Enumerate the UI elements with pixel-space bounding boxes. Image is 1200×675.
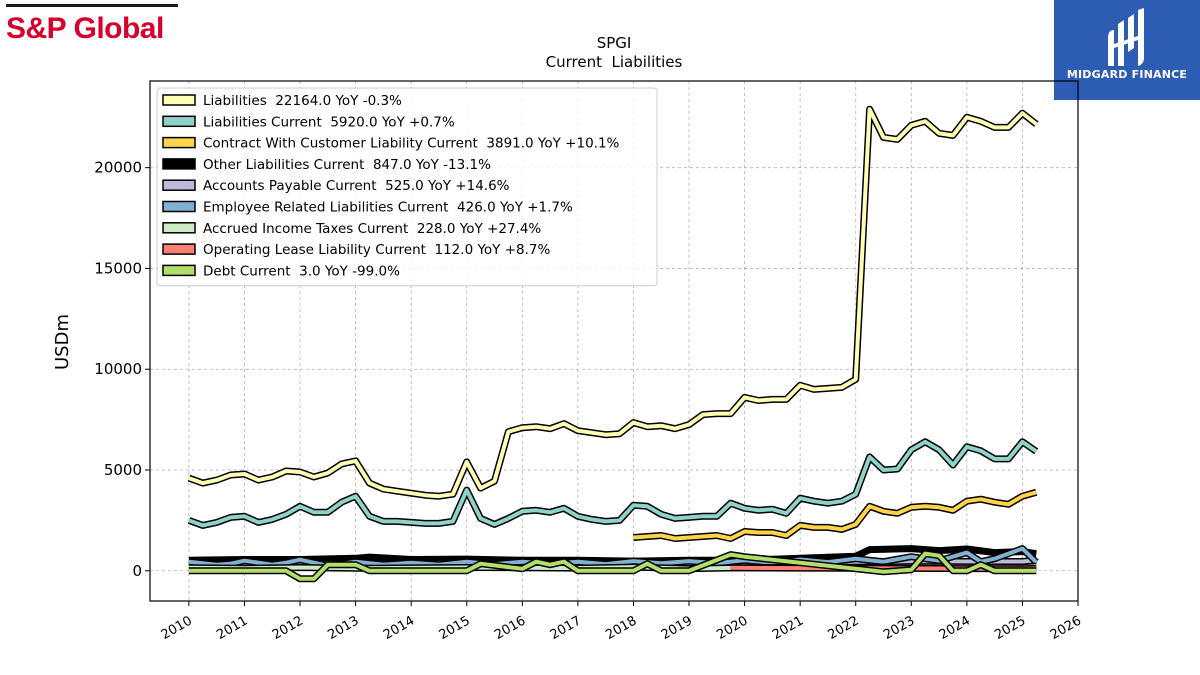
legend-item: Contract With Customer Liability Current… xyxy=(162,136,620,152)
x-tick-label: 2015 xyxy=(437,613,473,643)
legend-label: Liabilities 22164.0 YoY -0.3% xyxy=(203,93,402,109)
y-axis-label: USDm xyxy=(52,314,73,370)
chart-title: SPGI xyxy=(597,34,632,52)
legend-item: Liabilities 22164.0 YoY -0.3% xyxy=(162,93,402,109)
series-line-fill xyxy=(633,490,1037,541)
legend-item: Other Liabilities Current 847.0 YoY -13.… xyxy=(162,157,491,173)
logo-top-rule xyxy=(6,4,178,7)
legend-label: Liabilities Current 5920.0 YoY +0.7% xyxy=(203,114,455,130)
x-tick-label: 2018 xyxy=(603,613,639,643)
legend-box xyxy=(156,87,658,287)
series-line-fill xyxy=(188,439,1038,528)
x-tick-label: 2020 xyxy=(714,613,750,643)
x-tick-label: 2022 xyxy=(826,613,862,643)
y-tick-label: 0 xyxy=(132,562,142,580)
chart-subtitle: Current Liabilities xyxy=(546,53,683,71)
x-tick-label: 2017 xyxy=(548,613,584,643)
legend-swatch xyxy=(162,264,196,277)
legend-label: Contract With Customer Liability Current… xyxy=(203,136,620,152)
legend-item: Operating Lease Liability Current 112.0 … xyxy=(162,242,550,258)
y-tick-label: 15000 xyxy=(94,259,142,277)
series-layer xyxy=(187,105,1039,583)
legend-swatch xyxy=(162,200,196,213)
legend-label: Employee Related Liabilities Current 426… xyxy=(203,200,573,216)
series-line-fill xyxy=(188,107,1038,499)
x-tick-label: 2019 xyxy=(659,613,695,643)
legend-item: Debt Current 3.0 YoY -99.0% xyxy=(162,263,400,279)
sp-global-logo-text: S&P Global xyxy=(6,12,164,45)
legend-item: Accrued Income Taxes Current 228.0 YoY +… xyxy=(162,221,541,237)
x-tick-label: 2013 xyxy=(325,613,361,643)
y-tick-label: 20000 xyxy=(94,159,142,177)
legend-item: Accounts Payable Current 525.0 YoY +14.6… xyxy=(162,178,510,194)
x-tick-label: 2011 xyxy=(214,613,250,643)
legend-swatch xyxy=(162,158,196,170)
legend-item: Employee Related Liabilities Current 426… xyxy=(162,200,573,216)
series-line xyxy=(187,438,1039,529)
y-tick-label: 10000 xyxy=(94,360,142,378)
legend-swatch xyxy=(162,94,196,106)
legend-label: Operating Lease Liability Current 112.0 … xyxy=(203,242,550,258)
x-tick-label: 2010 xyxy=(159,613,195,643)
x-tick-label: 2024 xyxy=(937,613,973,643)
plot-area-frame xyxy=(149,80,1079,602)
x-tick-label: 2012 xyxy=(270,613,306,643)
legend-item: Liabilities Current 5920.0 YoY +0.7% xyxy=(162,114,455,130)
y-tick-label: 5000 xyxy=(104,461,142,479)
x-tick-label: 2021 xyxy=(770,613,806,643)
midgard-finance-logo-text: MIDGARD FINANCE xyxy=(1066,68,1188,81)
legend: Liabilities 22164.0 YoY -0.3% Liabilities… xyxy=(156,87,658,287)
x-tick-label: 2026 xyxy=(1048,613,1084,643)
legend-swatch xyxy=(162,222,196,234)
legend-label: Other Liabilities Current 847.0 YoY -13.… xyxy=(203,157,491,173)
series-line xyxy=(187,105,1039,500)
series-line xyxy=(633,488,1038,542)
sp-global-logo: S&P Global xyxy=(6,4,178,51)
series-line xyxy=(188,550,1037,583)
legend-swatch xyxy=(162,136,196,149)
legend-label: Accounts Payable Current 525.0 YoY +14.6… xyxy=(203,178,510,194)
legend-swatch xyxy=(162,115,196,128)
x-tick-label: 2014 xyxy=(381,613,417,643)
legend-swatch xyxy=(162,243,196,255)
x-tick-label: 2023 xyxy=(881,613,917,643)
series-line-fill xyxy=(188,551,1037,581)
legend-label: Debt Current 3.0 YoY -99.0% xyxy=(203,263,400,279)
legend-swatch xyxy=(162,179,196,191)
midgard-emblem-icon xyxy=(1108,8,1144,66)
x-tick-label: 2025 xyxy=(992,613,1028,643)
legend-label: Accrued Income Taxes Current 228.0 YoY +… xyxy=(203,221,541,237)
x-tick-label: 2016 xyxy=(492,613,528,643)
